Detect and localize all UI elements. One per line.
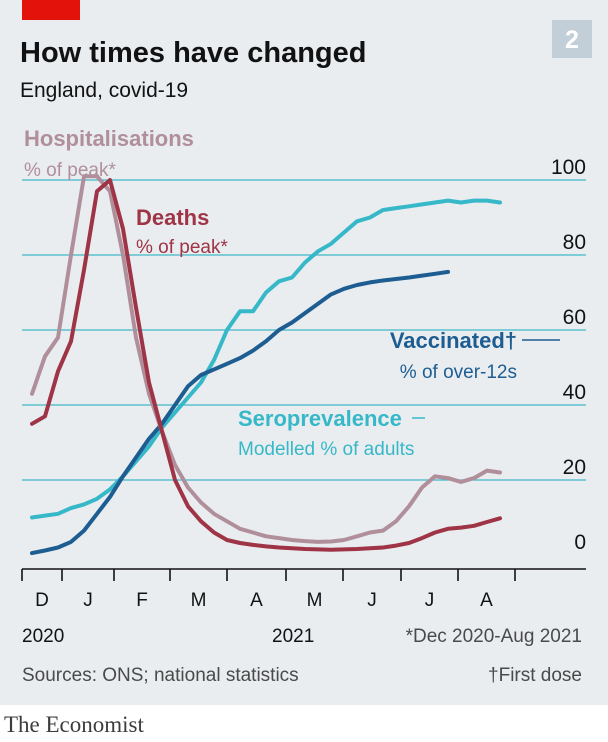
year-label-2020: 2020 bbox=[22, 626, 64, 647]
year-label-2021: 2021 bbox=[272, 626, 314, 647]
series-sublabel-vaccinated: % of over-12s bbox=[400, 362, 517, 383]
x-tick-label-3: M bbox=[191, 590, 207, 611]
x-tick-label-0: D bbox=[35, 590, 49, 611]
series-labels: Hospitalisations % of peak* Deaths % of pea… bbox=[24, 126, 560, 460]
brand-red-tag bbox=[22, 0, 80, 20]
footnote-dates: *Dec 2020-Aug 2021 bbox=[406, 626, 582, 647]
chart-title: How times have changed bbox=[20, 37, 367, 69]
x-tick-label-5: M bbox=[307, 590, 323, 611]
y-tick-label-0: 0 bbox=[574, 531, 586, 554]
x-axis: D J F M A M J J A 2020 2021 bbox=[21, 568, 586, 647]
x-tick-label-4: A bbox=[250, 590, 263, 611]
footnote-first-dose: †First dose bbox=[488, 665, 582, 686]
x-tick-label-6: J bbox=[367, 590, 377, 611]
series-sublabel-seroprevalence: Modelled % of adults bbox=[238, 439, 414, 460]
series-line-hospitalisations bbox=[30, 174, 502, 544]
chart-subtitle: England, covid-19 bbox=[20, 79, 188, 102]
x-tick-label-8: A bbox=[480, 590, 493, 611]
source-note: Sources: ONS; national statistics bbox=[22, 665, 299, 686]
series-label-hospitalisations: Hospitalisations bbox=[24, 126, 194, 151]
x-tick-label-7: J bbox=[425, 590, 435, 611]
series-label-seroprevalence: Seroprevalence bbox=[238, 406, 402, 431]
page-footer bbox=[0, 705, 608, 742]
brand-logo: The Economist bbox=[4, 712, 144, 737]
chart-panel bbox=[0, 0, 608, 705]
y-tick-label-60: 60 bbox=[563, 306, 586, 329]
x-tick-label-1: J bbox=[83, 590, 93, 611]
series-line-vaccinated bbox=[30, 269, 450, 556]
chart-number-box bbox=[552, 20, 592, 58]
y-tick-label-100: 100 bbox=[551, 156, 586, 179]
series-line-seroprevalence bbox=[30, 198, 502, 520]
y-tick-label-40: 40 bbox=[563, 381, 586, 404]
series-sublabel-hospitalisations: % of peak* bbox=[24, 160, 116, 181]
series-sublabel-deaths: % of peak* bbox=[136, 237, 228, 258]
series-label-vaccinated: Vaccinated† bbox=[390, 328, 517, 353]
x-tick-label-2: F bbox=[136, 590, 148, 611]
chart-number: 2 bbox=[565, 26, 579, 54]
y-tick-label-20: 20 bbox=[563, 456, 586, 479]
series-line-deaths bbox=[30, 178, 502, 552]
lines-layer bbox=[30, 174, 502, 556]
y-tick-label-80: 80 bbox=[563, 231, 586, 254]
series-label-deaths: Deaths bbox=[136, 205, 209, 230]
grid-layer: 0 20 40 60 80 100 bbox=[22, 156, 586, 554]
